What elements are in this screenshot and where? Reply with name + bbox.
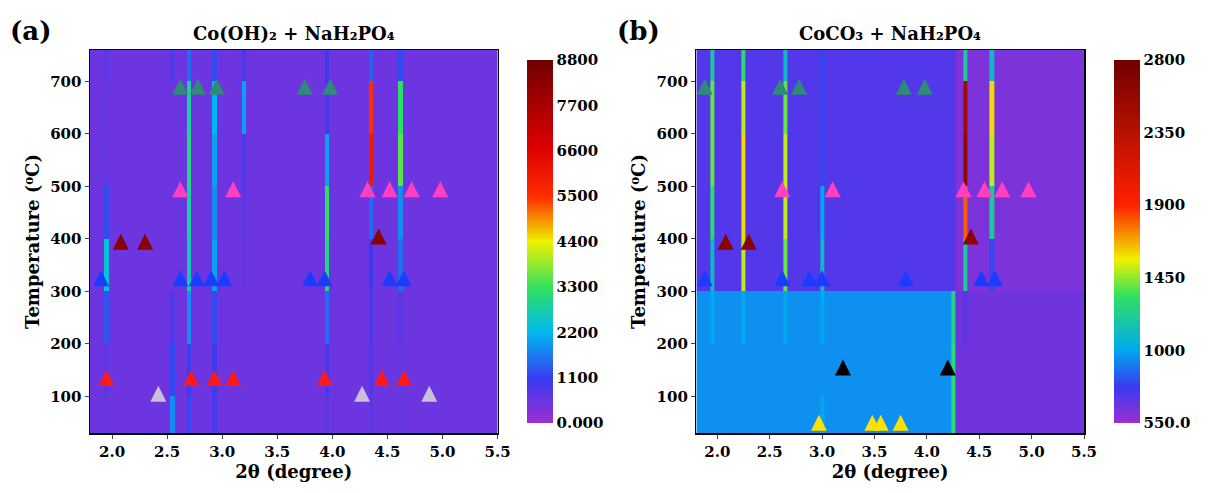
svg-text:(a): (a) <box>10 16 51 46</box>
svg-text:5500: 5500 <box>557 187 599 205</box>
svg-text:3.5: 3.5 <box>861 443 887 461</box>
svg-text:1000: 1000 <box>1144 342 1186 360</box>
svg-text:2.0: 2.0 <box>704 443 730 461</box>
svg-text:4.5: 4.5 <box>374 443 400 461</box>
svg-text:500: 500 <box>50 178 81 196</box>
svg-text:2θ (degree): 2θ (degree) <box>235 461 352 482</box>
svg-text:400: 400 <box>657 230 688 248</box>
svg-text:2.5: 2.5 <box>154 443 180 461</box>
svg-text:2200: 2200 <box>557 324 599 342</box>
svg-text:100: 100 <box>657 388 688 406</box>
svg-text:2.5: 2.5 <box>757 443 783 461</box>
svg-text:1450: 1450 <box>1144 269 1186 287</box>
svg-text:(b): (b) <box>617 16 660 46</box>
svg-text:CoCO₃ + NaH₂PO₄: CoCO₃ + NaH₂PO₄ <box>799 23 981 44</box>
svg-text:300: 300 <box>50 283 81 301</box>
svg-text:4400: 4400 <box>557 233 599 251</box>
svg-text:2.0: 2.0 <box>99 443 125 461</box>
svg-text:2350: 2350 <box>1144 124 1186 142</box>
svg-text:200: 200 <box>50 335 81 353</box>
svg-text:5.0: 5.0 <box>1019 443 1045 461</box>
svg-text:7700: 7700 <box>557 97 599 115</box>
svg-text:4.5: 4.5 <box>966 443 992 461</box>
svg-text:3.0: 3.0 <box>209 443 235 461</box>
svg-text:1100: 1100 <box>557 369 599 387</box>
svg-text:300: 300 <box>657 283 688 301</box>
svg-text:3.0: 3.0 <box>809 443 835 461</box>
svg-text:500: 500 <box>657 178 688 196</box>
svg-text:200: 200 <box>657 335 688 353</box>
svg-text:Temperature (⁰C): Temperature (⁰C) <box>22 154 43 329</box>
svg-text:6600: 6600 <box>557 142 599 160</box>
svg-text:Co(OH)₂ + NaH₂PO₄: Co(OH)₂ + NaH₂PO₄ <box>193 23 395 44</box>
svg-text:5.5: 5.5 <box>484 443 510 461</box>
svg-text:8800: 8800 <box>557 51 599 69</box>
svg-text:4.0: 4.0 <box>914 443 940 461</box>
svg-text:700: 700 <box>657 73 688 91</box>
svg-text:0.000: 0.000 <box>557 414 604 432</box>
svg-text:100: 100 <box>50 388 81 406</box>
svg-text:4.0: 4.0 <box>319 443 345 461</box>
svg-text:600: 600 <box>657 125 688 143</box>
svg-text:3300: 3300 <box>557 278 599 296</box>
svg-text:700: 700 <box>50 73 81 91</box>
svg-text:5.5: 5.5 <box>1071 443 1097 461</box>
svg-text:1900: 1900 <box>1144 196 1186 214</box>
svg-text:2800: 2800 <box>1144 51 1186 69</box>
svg-text:2θ (degree): 2θ (degree) <box>832 461 949 482</box>
svg-text:600: 600 <box>50 125 81 143</box>
svg-text:3.5: 3.5 <box>264 443 290 461</box>
svg-text:5.0: 5.0 <box>429 443 455 461</box>
svg-text:550.0: 550.0 <box>1144 414 1191 432</box>
svg-text:400: 400 <box>50 230 81 248</box>
svg-text:Temperature (⁰C): Temperature (⁰C) <box>628 154 649 329</box>
